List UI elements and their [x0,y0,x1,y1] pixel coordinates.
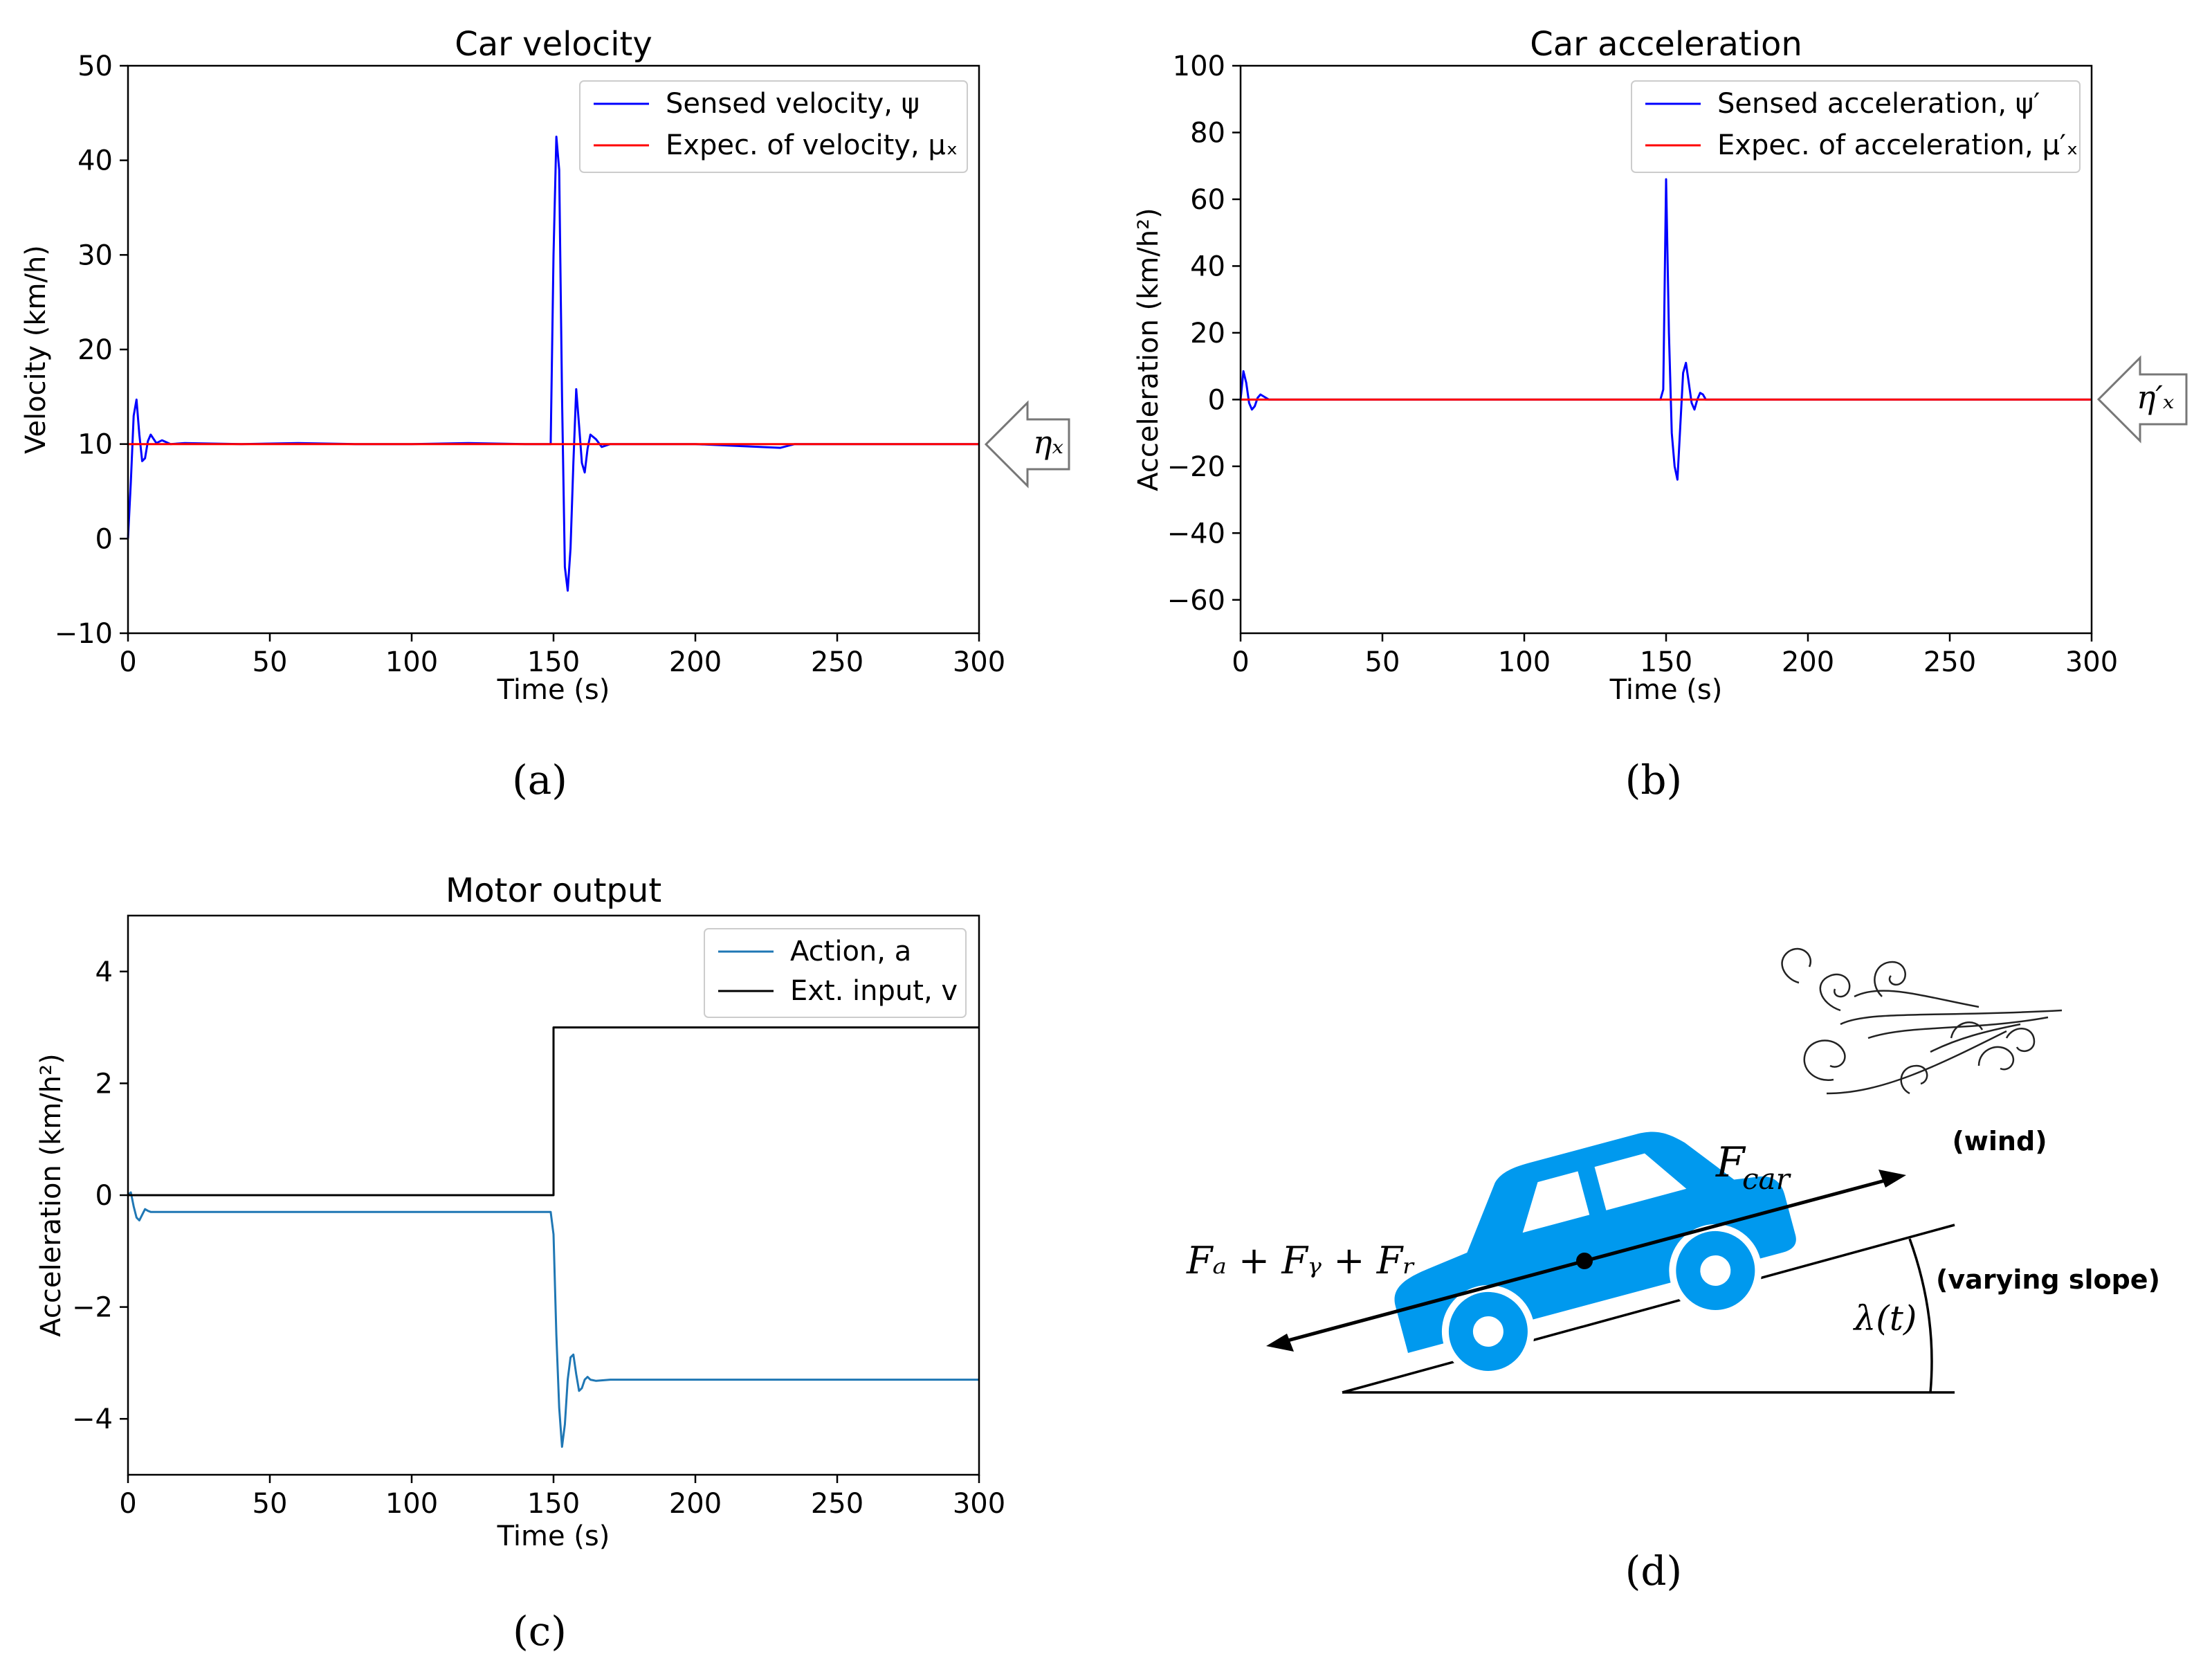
eta-label: ηₓ [1033,424,1063,461]
plot-frame [127,914,980,1476]
car-on-slope-diagram: (wind) λ(t) (varying slope) F [1186,947,2160,1394]
x-tick-label: 0 [1232,646,1249,678]
y-tick-label: 80 [1190,117,1225,149]
y-tick-label: 40 [1190,251,1225,282]
x-tick-label: 250 [1923,646,1976,678]
x-tick-label: 50 [253,1488,288,1520]
y-axis-label: Velocity (km/h) [20,245,52,454]
chart-title: Motor output [446,871,661,910]
y-tick-label: 0 [1208,384,1225,416]
center-of-mass [1576,1253,1593,1269]
x-axis-label: Time (s) [497,1520,610,1552]
x-axis-label: Time (s) [1609,674,1723,706]
panel-label-a: (a) [512,756,567,803]
x-tick-label: 100 [385,1488,438,1520]
y-tick-label: 30 [77,239,113,271]
x-tick-label: 200 [669,646,722,678]
wind-label: (wind) [1952,1126,2047,1156]
plot-frame [127,64,980,635]
y-tick-label: 4 [95,956,113,988]
left-arrow-icon [984,400,1070,489]
legend-box [579,80,968,173]
y-tick-label: 40 [77,145,113,177]
chart-acceleration: Car acceleration 0 50 100 150 200 250 300 −60−… [1133,25,2188,706]
y-tick-label: −2 [72,1292,113,1324]
legend-label-sensed: Sensed acceleration, ψ′ [1717,88,2040,120]
y-tick-label: 20 [77,334,113,366]
y-tick-label: −40 [1167,518,1225,549]
y-tick-label: 0 [95,523,113,555]
eta-prime-label: η′ₓ [2137,379,2174,416]
y-tick-label: 50 [77,51,113,82]
y-tick-label: 60 [1190,184,1225,216]
x-tick-label: 50 [1365,646,1400,678]
x-tick-label: 250 [811,646,863,678]
x-tick-label: 100 [385,646,438,678]
wind-icon [1781,947,2063,1095]
plot-frame [1239,64,2093,635]
legend-label-action: Action, a [790,936,911,967]
angle-label: λ(t) [1853,1298,1917,1338]
x-axis-label: Time (s) [497,674,610,706]
x-tick-label: 150 [1640,646,1692,678]
series-line-1 [127,136,979,592]
chart-title: Car velocity [455,25,652,64]
y-tick-label: 100 [1173,51,1225,82]
legend-label-sensed: Sensed velocity, ψ [666,88,920,120]
x-tick-label: 150 [527,1488,580,1520]
slope-label: (varying slope) [1936,1264,2160,1295]
panel-label-c: (c) [513,1608,567,1655]
chart-title: Car acceleration [1530,25,1802,64]
legend: Sensed velocity, ψ Expec. of velocity, μ… [579,80,968,173]
x-tick-label: 200 [1782,646,1834,678]
series-line-1 [127,1191,979,1448]
eta-arrow-annotation: ηₓ [984,400,1070,489]
y-tick-label: −4 [72,1403,113,1435]
x-tick-label: 100 [1498,646,1551,678]
svg-text:car: car [1742,1162,1792,1196]
chart-velocity: Car velocity 0 50 100 150 200 250 300 −1001020… [20,25,1070,706]
legend-box [1631,80,2081,173]
legend-label-ext-input: Ext. input, v [790,975,958,1007]
x-tick-label: 300 [953,1488,1005,1520]
svg-text:F: F [1715,1138,1746,1187]
x-tick-label: 0 [119,646,136,678]
series-line-1 [1239,178,2092,481]
x-tick-label: 200 [669,1488,722,1520]
y-tick-label: 20 [1190,318,1225,349]
car-force-label: F car [1715,1138,1792,1196]
y-axis-label: Acceleration (km/h²) [1133,208,1164,491]
car-icon [1394,1132,1796,1378]
legend: Sensed acceleration, ψ′ Expec. of accele… [1631,80,2081,173]
force-vector [1266,1170,1906,1352]
resistance-force-label: Fₐ + Fᵧ + Fᵣ [1186,1239,1416,1282]
y-tick-label: 10 [77,429,113,461]
legend: Action, a Ext. input, v [704,928,967,1018]
y-tick-label: −60 [1167,585,1225,617]
legend-label-expec: Expec. of velocity, μₓ [666,129,958,161]
series-line-2 [128,1026,979,1197]
x-tick-label: 300 [953,646,1005,678]
y-tick-label: −10 [55,618,113,650]
eta-prime-arrow-annotation: η′ₓ [2096,355,2188,444]
x-tick-label: 300 [2065,646,2118,678]
y-tick-label: 0 [95,1180,113,1212]
x-tick-label: 250 [811,1488,863,1520]
chart-motor-output: Motor output 0 50 100 150 200 250 300 −4−2024 … [35,871,1005,1552]
x-tick-label: 50 [253,646,288,678]
slope-triangle [1342,1224,1955,1394]
panel-label-d: (d) [1625,1547,1682,1594]
y-axis-label: Acceleration (km/h²) [35,1053,67,1336]
y-tick-label: −20 [1167,451,1225,483]
y-tick-label: 2 [95,1068,113,1100]
x-tick-label: 0 [119,1488,136,1520]
left-arrow-icon [2096,355,2188,444]
legend-label-expec: Expec. of acceleration, μ′ₓ [1717,129,2078,161]
x-tick-label: 150 [527,646,580,678]
panel-label-b: (b) [1625,756,1682,803]
